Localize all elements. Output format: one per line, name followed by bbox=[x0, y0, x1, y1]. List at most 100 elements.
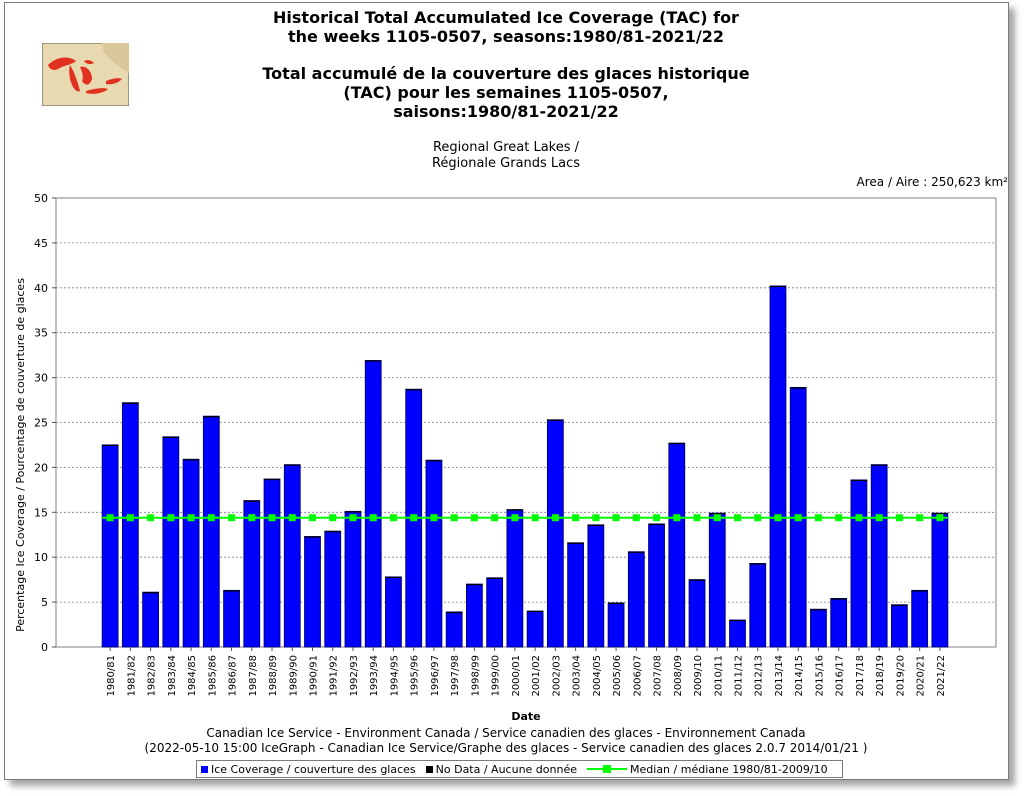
great-lakes-map-icon bbox=[41, 42, 130, 107]
median-marker bbox=[187, 514, 195, 522]
x-axis-label: Date bbox=[511, 710, 540, 723]
x-tick-label: 1995/96 bbox=[410, 655, 421, 697]
y-tick-label: 30 bbox=[34, 372, 48, 385]
x-tick-label: 1989/90 bbox=[288, 655, 299, 697]
x-tick-label: 2008/09 bbox=[673, 655, 684, 697]
bar bbox=[911, 589, 929, 648]
bar bbox=[708, 512, 726, 648]
legend-ice-label: Ice Coverage / couverture des glaces bbox=[211, 762, 416, 776]
x-tick-label: 2005/06 bbox=[612, 655, 623, 697]
y-tick-label: 40 bbox=[34, 282, 48, 295]
x-tick-label: 2000/01 bbox=[511, 655, 522, 697]
bar bbox=[607, 602, 625, 648]
title-line-4: (TAC) pour les semaines 1105-0507, bbox=[343, 83, 669, 102]
x-tick-label: 1980/81 bbox=[106, 655, 117, 697]
median-marker bbox=[491, 514, 499, 522]
bar bbox=[769, 285, 787, 648]
bar bbox=[182, 458, 200, 648]
bar bbox=[546, 419, 564, 648]
median-marker bbox=[228, 514, 236, 522]
median-marker bbox=[814, 514, 822, 522]
legend-median: Median / médiane 1980/81-2009/10 bbox=[587, 763, 828, 776]
title-line-1: Historical Total Accumulated Ice Coverag… bbox=[273, 8, 739, 27]
median-marker bbox=[147, 514, 155, 522]
title-line-3: Total accumulé de la couverture des glac… bbox=[262, 64, 750, 83]
x-tick-label: 1999/00 bbox=[491, 655, 502, 697]
median-marker bbox=[794, 514, 802, 522]
median-marker bbox=[167, 514, 175, 522]
median-marker bbox=[531, 514, 539, 522]
x-tick-label: 1990/91 bbox=[309, 655, 320, 697]
x-tick-label: 2001/02 bbox=[531, 655, 542, 697]
x-tick-label: 1986/87 bbox=[228, 655, 239, 697]
median-marker bbox=[835, 514, 843, 522]
median-marker bbox=[774, 514, 782, 522]
bar bbox=[223, 589, 240, 648]
title-line-2: the weeks 1105-0507, seasons:1980/81-202… bbox=[288, 27, 724, 46]
median-marker bbox=[288, 514, 296, 522]
median-marker bbox=[248, 514, 256, 522]
bar bbox=[749, 562, 767, 648]
legend-ice: Ice Coverage / couverture des glaces bbox=[201, 763, 416, 776]
x-tick-label: 2002/03 bbox=[551, 655, 562, 697]
x-tick-label: 1983/84 bbox=[167, 655, 178, 697]
x-tick-label: 2012/13 bbox=[754, 655, 765, 697]
x-tick-label: 2015/16 bbox=[814, 655, 825, 697]
y-tick-label: 25 bbox=[34, 417, 48, 430]
median-marker bbox=[470, 514, 478, 522]
y-tick-label: 5 bbox=[41, 596, 48, 609]
x-tick-label: 2018/19 bbox=[875, 655, 886, 697]
y-tick-label: 35 bbox=[34, 327, 48, 340]
bars-layer bbox=[101, 285, 949, 648]
median-marker bbox=[349, 514, 357, 522]
bar bbox=[121, 402, 139, 648]
bar bbox=[506, 509, 524, 648]
y-tick-label: 10 bbox=[34, 551, 48, 564]
bar bbox=[567, 542, 584, 648]
chart-title-fr: Total accumulé de la couverture des glac… bbox=[0, 64, 1012, 121]
median-marker bbox=[511, 514, 519, 522]
y-axis-ticks: 0 5 10 15 20 25 30 35 40 45 50 bbox=[34, 192, 56, 654]
median-marker bbox=[309, 514, 316, 522]
x-tick-label: 1985/86 bbox=[207, 655, 218, 697]
bar bbox=[425, 459, 443, 648]
median-marker bbox=[572, 514, 580, 522]
bar bbox=[870, 464, 888, 648]
bar bbox=[810, 608, 827, 648]
x-tick-label: 2014/15 bbox=[794, 655, 805, 697]
x-axis-ticks: 1980/81 1981/82 1982/83 1983/84 1984/85 1985/… bbox=[106, 647, 947, 697]
median-marker bbox=[612, 514, 620, 522]
median-marker bbox=[551, 514, 559, 522]
bar bbox=[688, 579, 706, 648]
median-marker bbox=[895, 514, 903, 522]
y-tick-label: 15 bbox=[34, 506, 48, 519]
bar bbox=[526, 610, 544, 648]
median-marker bbox=[713, 514, 721, 522]
footer-line-1: Canadian Ice Service - Environment Canad… bbox=[206, 726, 806, 740]
bar bbox=[729, 619, 746, 648]
bar bbox=[162, 436, 180, 648]
bar bbox=[486, 577, 504, 648]
x-tick-label: 2019/20 bbox=[895, 655, 906, 697]
x-tick-label: 1993/94 bbox=[369, 655, 380, 697]
chart-title: Historical Total Accumulated Ice Coverag… bbox=[0, 8, 1012, 46]
bar bbox=[891, 604, 908, 648]
y-tick-label: 20 bbox=[34, 461, 48, 474]
x-tick-label: 2003/04 bbox=[572, 655, 583, 697]
bar-chart: 0 5 10 15 20 25 30 35 40 45 50 1980/81 1981/82 1982/… bbox=[14, 192, 997, 723]
median-marker bbox=[329, 514, 337, 522]
median-marker bbox=[653, 514, 661, 522]
legend-nodata-label: No Data / Aucune donnée bbox=[435, 762, 578, 776]
chart-subtitle: Regional Great Lakes / Régionale Grands … bbox=[0, 140, 1012, 172]
x-tick-label: 2016/17 bbox=[835, 655, 846, 697]
bar bbox=[283, 464, 301, 648]
median-marker bbox=[106, 514, 114, 522]
median-marker bbox=[693, 514, 701, 522]
x-tick-label: 1997/98 bbox=[450, 655, 461, 697]
area-label: Area / Aire : 250,623 km² bbox=[856, 175, 1008, 189]
x-tick-label: 1988/89 bbox=[268, 655, 279, 697]
legend-nodata: No Data / Aucune donnée bbox=[425, 762, 578, 776]
bar bbox=[263, 478, 281, 648]
x-tick-label: 1981/82 bbox=[126, 655, 137, 697]
x-tick-label: 2006/07 bbox=[632, 655, 643, 697]
